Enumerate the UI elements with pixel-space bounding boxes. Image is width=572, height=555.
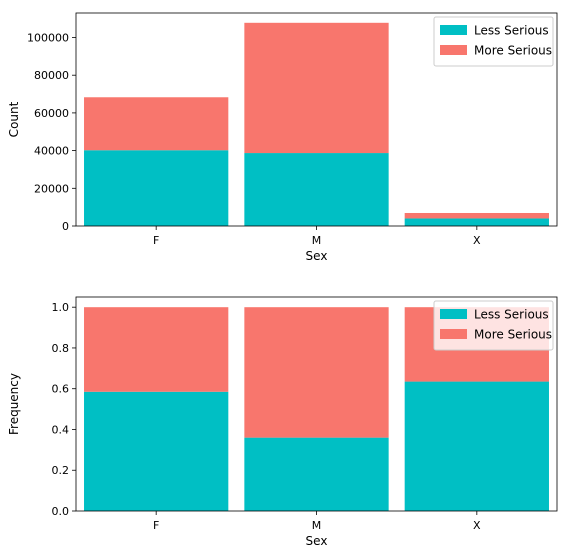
- bar-m-more-serious: [244, 307, 389, 438]
- x-tick-label: F: [153, 234, 159, 247]
- legend-swatch: [440, 329, 467, 339]
- bar-f-less-serious: [84, 391, 229, 511]
- y-axis-label: Count: [7, 101, 21, 137]
- y-tick-label: 0.2: [52, 464, 70, 477]
- y-tick-label: 0: [62, 220, 69, 233]
- legend-label: More Serious: [474, 328, 552, 342]
- legend: Less Serious More Serious: [433, 300, 554, 351]
- y-tick-label: 20000: [34, 182, 69, 195]
- y-tick-label: 100000: [27, 32, 69, 45]
- x-axis-label: Sex: [306, 534, 328, 548]
- bar-f-more-serious: [84, 307, 229, 392]
- bar-m-more-serious: [244, 22, 389, 154]
- legend: Less Serious More Serious: [433, 16, 554, 67]
- x-tick-label: X: [473, 519, 481, 532]
- bar-f-less-serious: [84, 150, 229, 226]
- legend-label: Less Serious: [474, 308, 549, 322]
- bar-f-more-serious: [84, 97, 229, 151]
- legend-swatch: [440, 45, 467, 55]
- count-chart: 0 20000 40000 60000 80000 100000 F M X Sex Count Le…: [7, 12, 558, 263]
- y-tick-label: 0.8: [52, 342, 70, 355]
- bar-x-less-serious: [404, 381, 549, 511]
- x-tick-label: X: [473, 234, 481, 247]
- bar-x-less-serious: [404, 218, 549, 226]
- x-tick-label: M: [312, 519, 322, 532]
- bar-x-more-serious: [404, 212, 549, 219]
- x-axis-label: Sex: [306, 249, 328, 263]
- legend-label: Less Serious: [474, 24, 549, 38]
- y-tick-label: 0.0: [52, 505, 70, 518]
- y-tick-label: 1.0: [52, 301, 70, 314]
- frequency-chart: 0.0 0.2 0.4 0.6 0.8 1.0 F M X Sex Frequency Less Se…: [7, 296, 558, 548]
- y-tick-label: 80000: [34, 69, 69, 82]
- y-tick-label: 40000: [34, 145, 69, 158]
- bar-m-less-serious: [244, 437, 389, 511]
- y-tick-label: 60000: [34, 107, 69, 120]
- y-tick-label: 0.4: [52, 423, 70, 436]
- y-tick-label: 0.6: [52, 383, 70, 396]
- x-tick-label: F: [153, 519, 159, 532]
- legend-swatch: [440, 25, 467, 35]
- x-tick-label: M: [312, 234, 322, 247]
- legend-swatch: [440, 309, 467, 319]
- legend-label: More Serious: [474, 44, 552, 58]
- bar-m-less-serious: [244, 153, 389, 226]
- y-axis-label: Frequency: [7, 373, 21, 435]
